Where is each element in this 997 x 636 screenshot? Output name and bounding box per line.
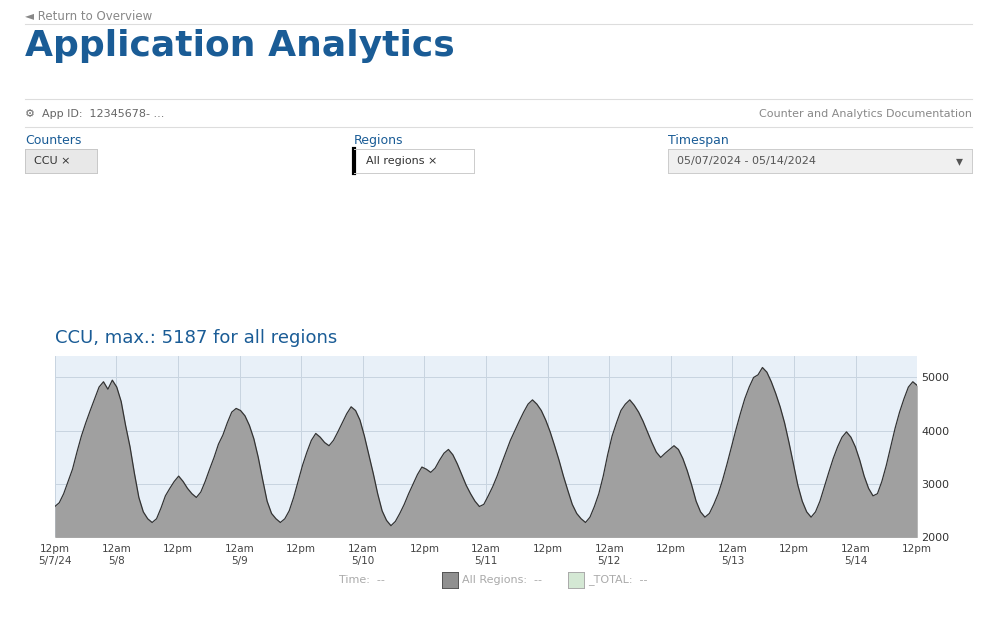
Text: _TOTAL:  --: _TOTAL: -- — [588, 574, 648, 586]
Text: All Regions:  --: All Regions: -- — [462, 575, 541, 585]
Text: CCU, max.: 5187 for all regions: CCU, max.: 5187 for all regions — [55, 329, 337, 347]
Text: Counters: Counters — [25, 134, 82, 146]
Text: Time:  --: Time: -- — [339, 575, 385, 585]
Text: ◄ Return to Overview: ◄ Return to Overview — [25, 10, 153, 22]
Text: All regions ×: All regions × — [366, 156, 438, 166]
Text: ▾: ▾ — [956, 154, 963, 168]
Text: CCU ×: CCU × — [34, 156, 70, 166]
Text: Regions: Regions — [354, 134, 404, 146]
Text: Counter and Analytics Documentation: Counter and Analytics Documentation — [759, 109, 972, 120]
Text: Timespan: Timespan — [668, 134, 729, 146]
Text: 05/07/2024 - 05/14/2024: 05/07/2024 - 05/14/2024 — [677, 156, 817, 166]
Text: Application Analytics: Application Analytics — [25, 29, 455, 62]
Text: ⚙  App ID:  12345678- ...: ⚙ App ID: 12345678- ... — [25, 109, 165, 120]
